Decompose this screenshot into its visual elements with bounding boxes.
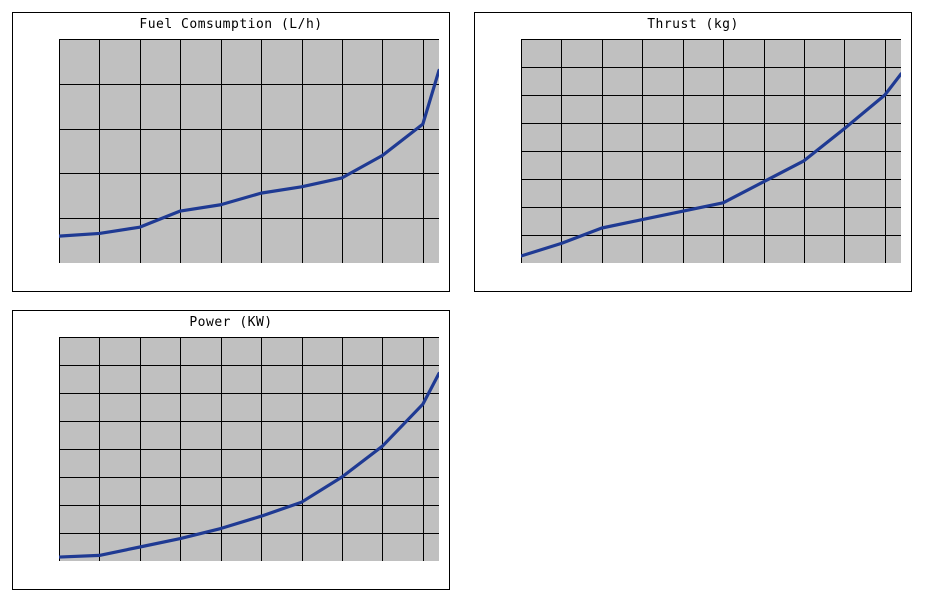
power-series [59,337,439,561]
power-plot-area: 00.511.522.533.5420002500300035004000450… [59,337,439,561]
thrust-panel: Thrust (kg) 0246810121416200025003000350… [474,12,912,292]
fuel-series [59,39,439,263]
thrust-title: Thrust (kg) [475,13,911,34]
fuel-title: Fuel Comsumption (L/h) [13,13,449,34]
thrust-series [521,39,901,263]
power-panel: Power (KW) 00.511.522.533.54200025003000… [12,310,450,590]
thrust-plot-area: 0246810121416200025003000350040004500500… [521,39,901,263]
fuel-plot-area: 0.000.501.001.502.002.502000250030003500… [59,39,439,263]
power-plot: 00.511.522.533.5420002500300035004000450… [59,337,439,561]
power-title: Power (KW) [13,311,449,332]
fuel-plot: 0.000.501.001.502.002.502000250030003500… [59,39,439,263]
thrust-plot: 0246810121416200025003000350040004500500… [521,39,901,263]
fuel-panel: Fuel Comsumption (L/h) 0.000.501.001.502… [12,12,450,292]
chart-grid: Fuel Comsumption (L/h) 0.000.501.001.502… [12,12,914,590]
